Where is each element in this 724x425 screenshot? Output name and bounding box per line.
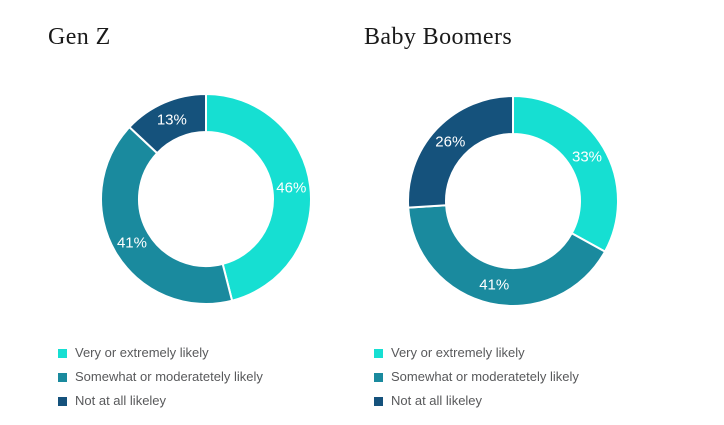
legend-item[interactable]: Not at all likeley (58, 393, 263, 409)
legend-swatch-icon (374, 396, 383, 406)
chart-baby-boomers: Baby Boomers 33% 41% 26% Very or extremely… (362, 0, 724, 425)
legend-swatch-icon (58, 396, 67, 406)
chart-gen-z: Gen Z 46% 41% 13% Very or extremely likely… (48, 24, 312, 417)
segment-value-label: 46% (276, 180, 306, 197)
legend-item[interactable]: Not at all likeley (374, 393, 579, 409)
legend-swatch-icon (58, 348, 67, 358)
legend-item[interactable]: Somewhat or moderatetely likely (374, 369, 579, 385)
segment-value-label: 41% (479, 276, 509, 293)
donut-chart-gen-z: 46% 41% 13% (100, 93, 312, 305)
legend-swatch-icon (58, 372, 67, 382)
donut-segment[interactable] (407, 95, 514, 209)
donut-chart-baby-boomers: 33% 41% 26% (407, 95, 619, 307)
donut-segment[interactable] (205, 93, 312, 302)
legend-item[interactable]: Very or extremely likely (374, 345, 579, 361)
legend-label: Not at all likeley (391, 393, 483, 408)
donut-segment[interactable] (100, 126, 234, 305)
legend-label: Somewhat or moderatetely likely (75, 369, 263, 384)
legend-label: Somewhat or moderatetely likely (391, 369, 579, 384)
legend-swatch-icon (374, 348, 383, 358)
donut-segment[interactable] (128, 93, 207, 155)
legend-item[interactable]: Somewhat or moderatetely likely (58, 369, 263, 385)
legend-swatch-icon (374, 372, 383, 382)
legend-baby-boomers: Very or extremely likely Somewhat or mode… (374, 345, 579, 417)
donut-segment[interactable] (512, 95, 619, 253)
legend-gen-z: Very or extremely likely Somewhat or mode… (58, 345, 263, 417)
legend-label: Very or extremely likely (391, 345, 525, 360)
segment-value-label: 33% (572, 149, 602, 166)
legend-item[interactable]: Very or extremely likely (58, 345, 263, 361)
legend-label: Very or extremely likely (75, 345, 209, 360)
segment-value-label: 41% (117, 234, 147, 251)
donut-segment[interactable] (407, 204, 607, 307)
chart-title-gen-z: Gen Z (48, 24, 111, 50)
legend-label: Not at all likeley (75, 393, 167, 408)
segment-value-label: 13% (157, 112, 187, 129)
chart-title-baby-boomers: Baby Boomers (364, 24, 513, 50)
segment-value-label: 26% (435, 134, 465, 151)
